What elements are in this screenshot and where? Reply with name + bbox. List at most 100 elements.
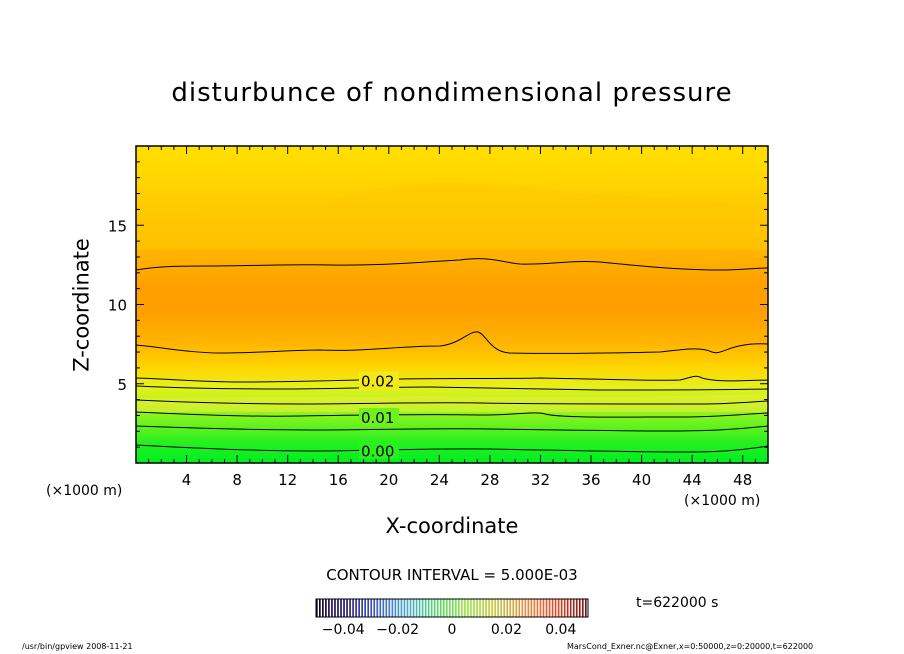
colorbar-stripe: [476, 599, 478, 617]
colorbar-stripe: [319, 599, 321, 617]
colorbar-stripe: [500, 599, 503, 617]
contour-line-0.02: [136, 385, 768, 391]
colorbar-stripe: [439, 599, 442, 617]
colorbar-stripe: [409, 599, 412, 617]
colorbar-stripe: [433, 599, 436, 617]
colorbar-stripe: [436, 599, 439, 617]
x-tick-label: 20: [379, 471, 398, 489]
colorbar-stripe: [448, 599, 451, 617]
colorbar-stripe: [403, 599, 406, 617]
colorbar-stripe: [328, 599, 330, 617]
colorbar-tick-label: 0: [448, 622, 457, 638]
colorbar-stripe: [394, 599, 397, 617]
y-tick-label: 5: [117, 376, 127, 394]
x-tick-label: 24: [430, 471, 449, 489]
colorbar-stripe: [494, 599, 496, 617]
contour-label: 0.01: [361, 409, 394, 427]
colorbar-stripe: [470, 599, 472, 617]
x-tick-label: 44: [683, 471, 702, 489]
x-tick-label: 16: [329, 471, 348, 489]
colorbar-stripe: [427, 599, 430, 617]
colorbar-stripe: [352, 599, 354, 617]
colorbar-stripe: [479, 599, 481, 617]
x-tick-label: 40: [632, 471, 651, 489]
colorbar-stripe: [421, 599, 424, 617]
colorbar-stripe: [397, 599, 400, 617]
contour-line-mid: [136, 331, 768, 354]
colorbar-stripe: [334, 599, 336, 617]
y-tick-label: 10: [108, 297, 127, 315]
colorbar-stripe: [406, 599, 409, 617]
colorbar-stripe: [536, 599, 539, 617]
colorbar-stripe: [322, 599, 324, 617]
colorbar-stripe: [376, 599, 379, 617]
colorbar-stripe: [316, 599, 318, 617]
colorbar-stripe: [361, 599, 363, 617]
x-tick-label: 36: [581, 471, 600, 489]
time-label: t=622000 s: [636, 595, 719, 611]
contour-line-0.00: [136, 444, 768, 453]
x-tick-label: 8: [232, 471, 242, 489]
footer-left: /usr/bin/gpview 2008-11-21: [22, 642, 133, 651]
colorbar-stripe: [572, 599, 575, 617]
colorbar-stripe: [325, 599, 327, 617]
colorbar-stripe: [578, 599, 581, 617]
x-tick-label: 4: [182, 471, 192, 489]
colorbar-stripe: [424, 599, 427, 617]
colorbar-tick-label: −0.04: [322, 622, 365, 638]
colorbar-stripe: [524, 599, 527, 617]
colorbar-stripe: [566, 599, 569, 617]
x-axis-label: X-coordinate: [385, 514, 519, 538]
colorbar-stripe: [488, 599, 490, 617]
colorbar-stripe: [560, 599, 563, 617]
colorbar-stripe: [509, 599, 512, 617]
colorbar-frame: [315, 598, 589, 618]
x-unit-label-right: (×1000 m): [684, 493, 761, 509]
contour-line-0.025: [136, 375, 768, 383]
colorbar-stripe: [527, 599, 530, 617]
chart-title: disturbunce of nondimensional pressure: [171, 78, 733, 108]
colorbar-stripe: [542, 599, 545, 617]
contour-label: 0.02: [361, 373, 394, 391]
colorbar-stripe: [442, 599, 445, 617]
colorbar-stripe: [337, 599, 339, 617]
colorbar-stripe: [355, 599, 357, 617]
colorbar-stripe: [512, 599, 515, 617]
x-tick-label: 48: [733, 471, 752, 489]
colorbar-stripe: [415, 599, 418, 617]
colorbar-stripe: [545, 599, 548, 617]
contour-line-upper: [136, 258, 768, 271]
colorbar-stripe: [551, 599, 554, 617]
colorbar-stripe: [482, 599, 484, 617]
colorbar-stripe: [400, 599, 403, 617]
colorbar-stripe: [388, 599, 391, 617]
colorbar-stripe: [584, 599, 587, 617]
colorbar-stripe: [563, 599, 566, 617]
colorbar-stripe: [343, 599, 345, 617]
colorbar-stripe: [412, 599, 415, 617]
colorbar-stripe: [331, 599, 333, 617]
colorbar-stripe: [491, 599, 493, 617]
colorbar-stripe: [370, 599, 373, 617]
colorbar-stripe: [518, 599, 521, 617]
colorbar-stripe: [349, 599, 351, 617]
colorbar-stripe: [373, 599, 376, 617]
colorbar-stripe: [485, 599, 487, 617]
colorbar-stripe: [464, 599, 466, 617]
colorbar-stripe: [391, 599, 394, 617]
colorbar-stripe: [506, 599, 509, 617]
colorbar-stripe: [458, 599, 460, 617]
contour-label: 0.00: [361, 442, 394, 460]
colorbar-stripe: [581, 599, 584, 617]
contour-line-0.005: [136, 425, 768, 432]
colorbar-stripe: [346, 599, 348, 617]
colorbar-tick-label: 0.04: [545, 622, 576, 638]
y-tick-label: 15: [108, 217, 127, 235]
colorbar-stripe: [497, 599, 499, 617]
contour-line-0.01: [136, 411, 768, 418]
x-tick-label: 32: [531, 471, 550, 489]
shade-band: [136, 183, 768, 250]
contour-line-0.015: [136, 399, 768, 405]
y-axis-label: Z-coordinate: [69, 238, 94, 372]
